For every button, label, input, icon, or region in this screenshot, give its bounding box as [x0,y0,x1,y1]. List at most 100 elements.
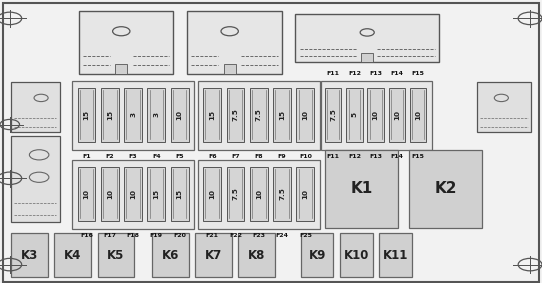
Bar [367,88,384,142]
Text: F13: F13 [369,71,382,76]
Bar [346,88,363,142]
Bar [295,14,439,62]
Bar [171,167,189,221]
Text: F15: F15 [411,154,424,159]
Bar [198,160,320,229]
Bar [171,88,189,142]
Bar [11,233,48,277]
Text: 10: 10 [209,189,215,199]
Bar [273,167,291,221]
Bar [54,233,91,277]
Bar [273,88,291,142]
Bar [203,88,221,142]
Bar [250,167,268,221]
Bar [410,88,426,142]
Text: K10: K10 [344,249,369,262]
Bar [147,167,165,221]
Bar [11,136,60,222]
Text: F14: F14 [390,71,403,76]
Bar [195,233,232,277]
Bar [187,11,282,74]
Bar [11,82,60,132]
Bar [379,233,412,277]
Text: 10: 10 [372,110,379,120]
Text: K3: K3 [21,249,38,262]
Text: F21: F21 [206,233,218,239]
Text: 15: 15 [83,110,89,120]
Text: 7.5: 7.5 [233,187,238,200]
Text: K4: K4 [64,249,81,262]
Text: F2: F2 [106,154,114,159]
Text: K11: K11 [383,249,408,262]
Text: 10: 10 [130,189,136,199]
Bar [152,233,189,277]
Bar [101,167,119,221]
Bar [98,233,134,277]
Text: 10: 10 [302,189,308,199]
Bar [340,233,373,277]
Text: 5: 5 [351,112,358,117]
Text: F11: F11 [327,71,340,76]
Bar [79,11,173,74]
Text: 10: 10 [256,189,262,199]
Text: K5: K5 [107,249,125,262]
Text: K7: K7 [205,249,222,262]
Text: K8: K8 [248,249,266,262]
Text: F4: F4 [152,154,160,159]
Bar [296,88,314,142]
Text: 10: 10 [83,189,89,199]
Text: 15: 15 [153,189,159,199]
Bar [477,82,531,132]
Bar [321,81,432,150]
Text: 15: 15 [209,110,215,120]
Text: F12: F12 [348,71,361,76]
Text: 7.5: 7.5 [330,108,337,121]
Text: F15: F15 [411,71,424,76]
Text: 10: 10 [177,110,183,120]
Text: F18: F18 [127,233,139,239]
Text: F5: F5 [176,154,184,159]
Bar [325,150,398,228]
Text: 3: 3 [153,112,159,117]
Bar [238,233,275,277]
Bar [389,88,405,142]
Text: F24: F24 [276,233,288,239]
Bar [224,64,236,74]
Text: F23: F23 [253,233,265,239]
Text: F7: F7 [231,154,240,159]
Text: F10: F10 [299,154,312,159]
Text: 10: 10 [393,110,400,120]
Bar [409,150,482,228]
Bar [227,88,244,142]
Text: K1: K1 [351,181,373,196]
Text: F22: F22 [229,233,242,239]
Bar [250,88,268,142]
Text: 10: 10 [302,110,308,120]
Text: 10: 10 [415,110,421,120]
Text: K2: K2 [435,181,457,196]
Text: F1: F1 [82,154,91,159]
Text: F16: F16 [80,233,93,239]
Bar [78,167,95,221]
Bar [361,53,373,62]
Text: F12: F12 [348,154,361,159]
Bar [325,88,341,142]
Text: 7.5: 7.5 [233,108,238,121]
Text: 15: 15 [107,110,113,120]
Bar [296,167,314,221]
Text: 10: 10 [107,189,113,199]
Text: F14: F14 [390,154,403,159]
Bar [78,88,95,142]
Text: 15: 15 [279,110,285,120]
Bar [147,88,165,142]
Bar [227,167,244,221]
Bar [124,88,142,142]
Text: F11: F11 [327,154,340,159]
Text: K6: K6 [162,249,179,262]
Text: F17: F17 [104,233,116,239]
Text: F9: F9 [278,154,286,159]
Text: F25: F25 [299,233,312,239]
Bar [203,167,221,221]
Text: 7.5: 7.5 [279,187,285,200]
Bar [115,64,127,74]
